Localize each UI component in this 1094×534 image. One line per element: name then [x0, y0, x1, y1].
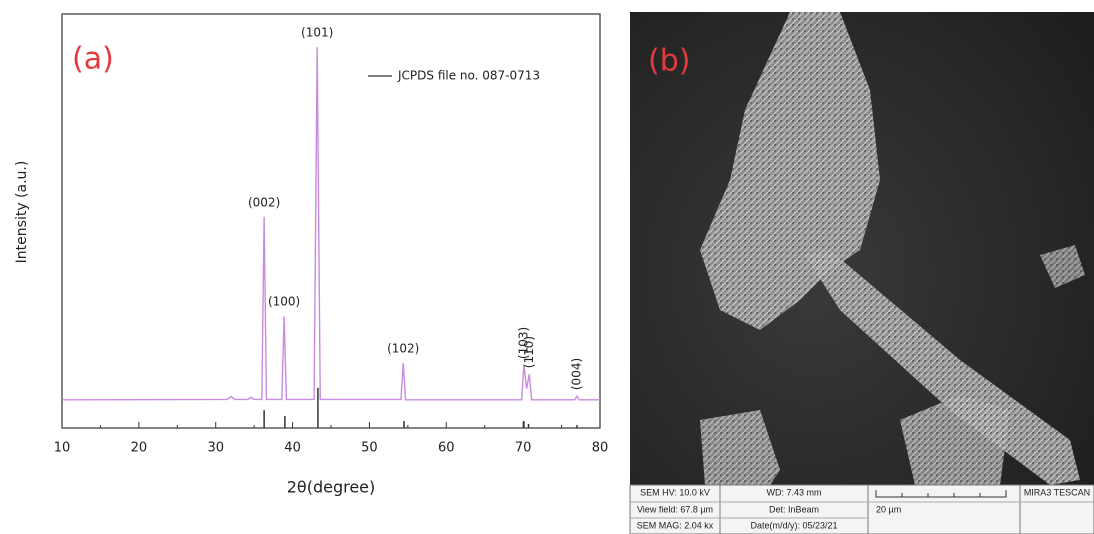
- x-tick-label: 40: [284, 441, 301, 456]
- sem-info: View field: 67.8 µm: [637, 504, 713, 514]
- peak-label: (101): [301, 26, 333, 40]
- x-tick-label: 80: [592, 441, 609, 456]
- peak-label: (100): [268, 295, 300, 309]
- sem-info: Date(m/d/y): 05/23/21: [750, 520, 837, 530]
- x-tick-label: 70: [515, 441, 532, 456]
- sem-info: 20 µm: [876, 504, 901, 514]
- peak-label: (004): [569, 358, 583, 390]
- sem-info: Det: InBeam: [769, 504, 819, 514]
- peak-label: (002): [248, 195, 280, 209]
- sem-image: [630, 12, 1094, 534]
- legend-label: JCPDS file no. 087-0713: [397, 69, 540, 83]
- x-tick-label: 20: [131, 441, 148, 456]
- x-tick-label: 30: [207, 441, 224, 456]
- figure: (a) 2θ(degree) Intensity (a.u.) (b) 10 20…: [0, 0, 1094, 534]
- sem-info: MIRA3 TESCAN: [1024, 487, 1090, 497]
- panel-label: (a): [72, 42, 114, 77]
- peak-label: (102): [387, 342, 419, 356]
- x-tick-label: 10: [54, 441, 71, 456]
- sem-info: SEM MAG: 2.04 kx: [637, 520, 714, 530]
- x-tick-label: 60: [438, 441, 455, 456]
- x-axis-label: 2θ(degree): [287, 478, 376, 497]
- panel-label: (b): [648, 44, 690, 79]
- x-tick-label: 50: [361, 441, 378, 456]
- sem-info: WD: 7.43 mm: [766, 487, 821, 497]
- y-axis-label: Intensity (a.u.): [14, 161, 30, 264]
- sem-info: SEM HV: 10.0 kV: [640, 487, 710, 497]
- peak-label: (110): [522, 336, 536, 368]
